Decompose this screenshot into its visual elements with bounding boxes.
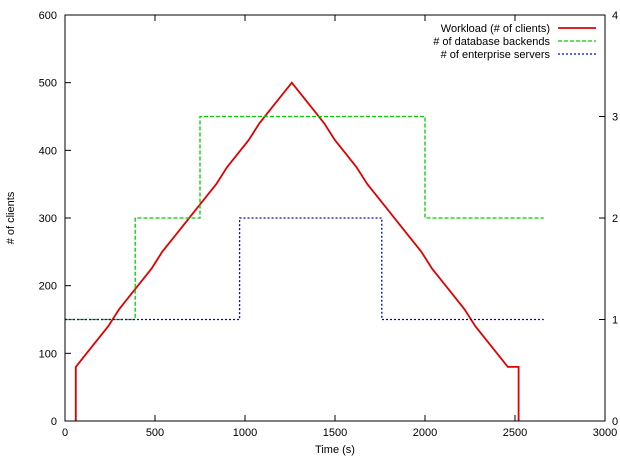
series-line-3: [65, 217, 544, 321]
plot-frame: [64, 14, 606, 422]
axis-ticks: 0 500 1000 1500 2000 2500 30000100200300400500…: [39, 10, 618, 439]
y2-tick-label: 2: [612, 213, 618, 225]
y2-tick-label: 3: [612, 112, 618, 124]
x-tick-label: 1000: [233, 427, 257, 439]
legend: Workload (# of clients)# of database bac…: [433, 23, 596, 61]
legend-label-2: # of database backends: [433, 36, 550, 48]
x-tick-label: 500: [146, 427, 164, 439]
y-tick-label: 400: [39, 145, 57, 157]
y-axis-label: # of clients: [5, 191, 17, 244]
series-line-2: [65, 115, 544, 321]
series-line-1: [74, 81, 520, 421]
y-tick-label: 600: [39, 10, 57, 22]
x-tick-label: 2500: [503, 427, 527, 439]
y2-tick-label: 1: [612, 315, 618, 327]
y-tick-label: 200: [39, 281, 57, 293]
x-tick-label: 0: [62, 427, 68, 439]
y-tick-label: 500: [39, 78, 57, 90]
y-tick-label: 100: [39, 348, 57, 360]
y-tick-label: 300: [39, 213, 57, 225]
y2-tick-label: 0: [612, 416, 618, 428]
x-tick-label: 3000: [593, 427, 617, 439]
legend-label-1: Workload (# of clients): [441, 23, 550, 35]
x-tick-label: 1500: [323, 427, 347, 439]
x-tick-label: 2000: [413, 427, 437, 439]
x-axis-label: Time (s): [315, 444, 355, 456]
y-tick-label: 0: [51, 416, 57, 428]
legend-label-3: # of enterprise servers: [441, 49, 551, 61]
series-layer: [65, 81, 544, 421]
y2-tick-label: 4: [612, 10, 618, 22]
